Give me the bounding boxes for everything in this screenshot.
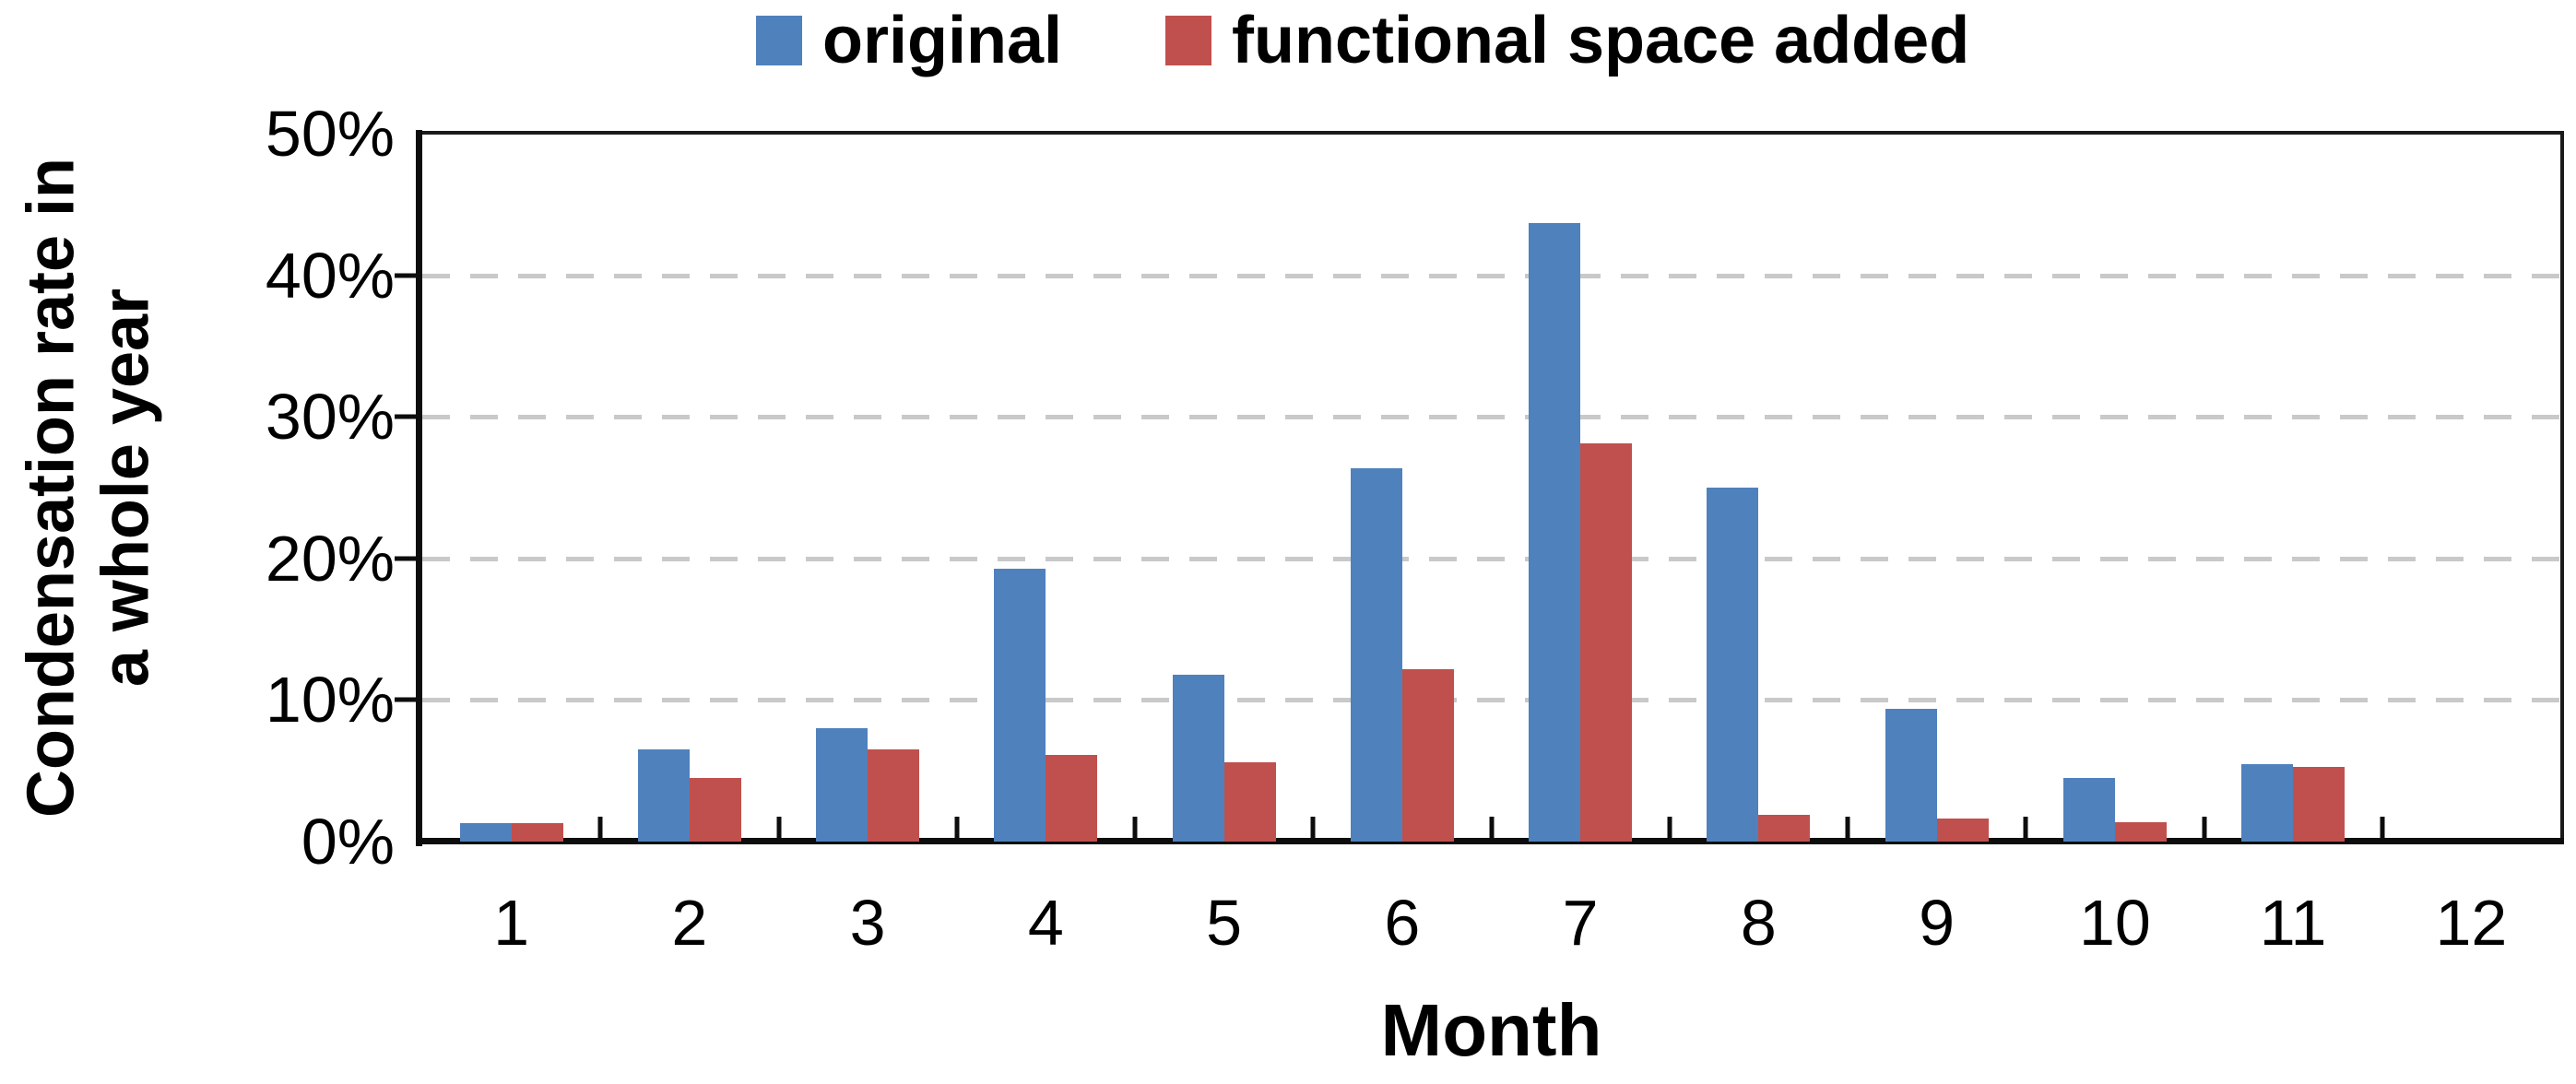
y-axis-tick bbox=[395, 414, 419, 419]
x-axis-label-month-3: 3 bbox=[849, 887, 886, 959]
x-axis-tick bbox=[2202, 817, 2206, 842]
y-axis-tick bbox=[395, 697, 419, 702]
x-axis-tick bbox=[1667, 817, 1672, 842]
bar-original-month-9 bbox=[1885, 708, 1937, 842]
y-axis-line bbox=[416, 130, 422, 846]
bar-functional-space-added-month-1 bbox=[511, 823, 563, 842]
y-axis-label-40-percent: 40% bbox=[265, 239, 395, 312]
plot-area bbox=[422, 134, 2560, 842]
bar-functional-space-added-month-6 bbox=[1401, 668, 1454, 842]
bar-original-month-11 bbox=[2241, 763, 2294, 842]
y-axis-title: Condensation rate in a whole year bbox=[14, 27, 162, 948]
x-axis-label-month-2: 2 bbox=[671, 887, 708, 959]
y-axis-tick bbox=[395, 556, 419, 561]
y-axis-title-line2: a whole year bbox=[89, 288, 162, 688]
bar-functional-space-added-month-3 bbox=[868, 749, 920, 842]
bar-original-month-5 bbox=[1172, 674, 1224, 842]
y-axis-title-line1: Condensation rate in bbox=[14, 157, 89, 819]
x-axis-label-month-5: 5 bbox=[1206, 887, 1243, 959]
x-axis-label-month-7: 7 bbox=[1562, 887, 1599, 959]
y-axis-label-10-percent: 10% bbox=[265, 664, 395, 736]
bar-functional-space-added-month-8 bbox=[1758, 814, 1811, 842]
legend-swatch-functional-space-added-icon bbox=[1165, 16, 1212, 65]
bar-original-month-6 bbox=[1350, 467, 1402, 842]
legend-item-original: original bbox=[756, 7, 1062, 74]
y-axis-label-50-percent: 50% bbox=[265, 98, 395, 170]
x-axis-tick bbox=[2380, 817, 2385, 842]
gridline-20-percent bbox=[422, 556, 2560, 561]
legend-label-functional-space-added: functional space added bbox=[1232, 4, 1970, 77]
legend-item-functional-space-added: functional space added bbox=[1165, 7, 1969, 74]
bar-functional-space-added-month-4 bbox=[1046, 755, 1098, 842]
bar-original-month-3 bbox=[816, 728, 869, 842]
x-axis-tick bbox=[1310, 817, 1316, 842]
gridline-30-percent bbox=[422, 415, 2560, 420]
x-axis-tick bbox=[954, 817, 960, 842]
x-axis-tick bbox=[776, 817, 781, 842]
bar-original-month-1 bbox=[459, 823, 512, 842]
x-axis-label-month-11: 11 bbox=[2259, 887, 2327, 959]
plot-border-top bbox=[416, 131, 2564, 135]
x-axis-title: Month bbox=[1380, 989, 1602, 1071]
bar-original-month-10 bbox=[2062, 777, 2115, 842]
bar-functional-space-added-month-9 bbox=[1936, 819, 1989, 842]
x-axis-tick bbox=[2023, 817, 2028, 842]
legend-swatch-original-icon bbox=[756, 16, 802, 65]
x-axis-label-month-1: 1 bbox=[493, 887, 530, 959]
x-axis-tick bbox=[1845, 817, 1850, 842]
gridline-40-percent bbox=[422, 273, 2560, 278]
x-axis-label-month-8: 8 bbox=[1740, 887, 1777, 959]
bar-original-month-4 bbox=[994, 568, 1046, 842]
bar-functional-space-added-month-11 bbox=[2293, 766, 2346, 842]
bar-original-month-7 bbox=[1529, 222, 1581, 842]
y-axis-label-20-percent: 20% bbox=[265, 522, 395, 595]
plot-border-right bbox=[2560, 131, 2564, 844]
x-axis-tick bbox=[1489, 817, 1494, 842]
x-axis-label-month-12: 12 bbox=[2435, 887, 2508, 959]
gridline-10-percent bbox=[422, 698, 2560, 703]
bar-functional-space-added-month-10 bbox=[2114, 821, 2167, 842]
legend: original functional space added bbox=[756, 7, 1969, 74]
x-axis-label-month-4: 4 bbox=[1027, 887, 1064, 959]
legend-label-original: original bbox=[822, 4, 1063, 77]
bar-functional-space-added-month-2 bbox=[689, 777, 741, 842]
x-axis-label-month-6: 6 bbox=[1384, 887, 1421, 959]
x-axis-label-month-10: 10 bbox=[2078, 887, 2151, 959]
x-axis-tick bbox=[1132, 817, 1138, 842]
bar-functional-space-added-month-7 bbox=[1580, 443, 1633, 842]
bar-functional-space-added-month-5 bbox=[1223, 761, 1276, 842]
y-axis-label-0-percent: 0% bbox=[301, 806, 395, 878]
y-axis-tick bbox=[395, 273, 419, 278]
x-axis-label-month-9: 9 bbox=[1919, 887, 1956, 959]
x-axis-labels: 1 2 3 4 5 6 7 8 9 10 11 12 bbox=[422, 890, 2560, 964]
x-axis-tick bbox=[597, 817, 603, 842]
bar-original-month-8 bbox=[1707, 488, 1759, 842]
bar-original-month-2 bbox=[637, 749, 690, 842]
y-axis-label-30-percent: 30% bbox=[265, 381, 395, 454]
